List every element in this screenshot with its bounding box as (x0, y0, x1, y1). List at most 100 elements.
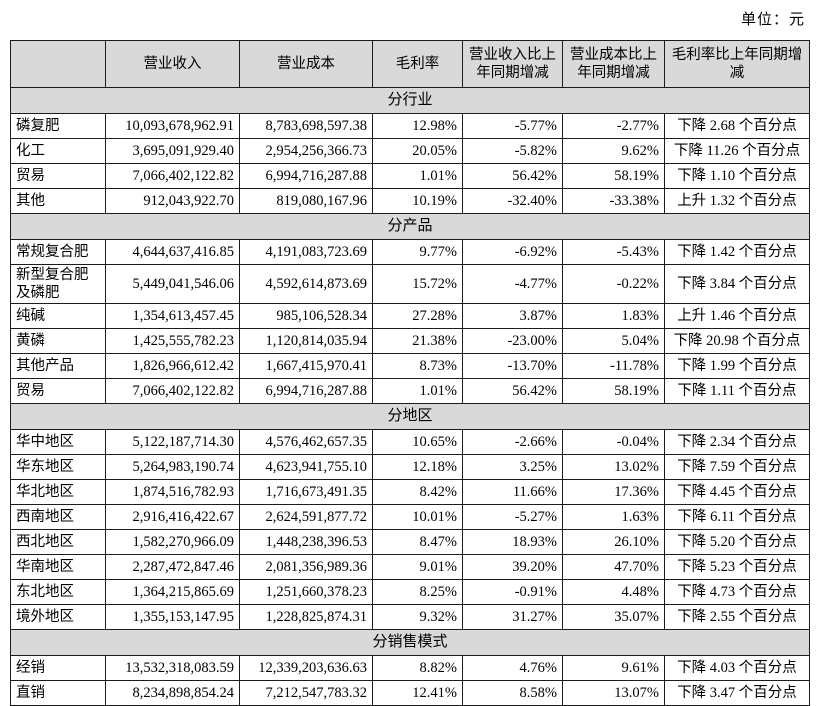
cell-revenue-yoy: 56.42% (462, 378, 563, 405)
cell-cost: 985,106,528.34 (239, 303, 373, 330)
cell-cost-yoy: -5.43% (562, 239, 665, 265)
cell-cost: 1,120,814,035.94 (239, 328, 373, 355)
cell-margin-yoy: 下降 3.47 个百分点 (664, 680, 810, 706)
cell-revenue: 1,425,555,782.23 (105, 328, 240, 355)
section-title: 分销售模式 (10, 629, 810, 657)
cell-cost: 12,339,203,636.63 (239, 655, 373, 682)
cell-cost-yoy: 13.07% (562, 680, 665, 706)
cell-cost-yoy: 5.04% (562, 328, 665, 355)
cell-margin-yoy: 下降 1.10 个百分点 (664, 163, 810, 189)
cell-cost-yoy: -33.38% (562, 188, 665, 214)
table-row: 其他 912,043,922.70 819,080,167.96 10.19% … (10, 188, 810, 214)
cell-cost: 1,448,238,396.53 (239, 529, 373, 556)
table-row: 华南地区 2,287,472,847.46 2,081,356,989.36 9… (10, 554, 810, 581)
column-header-margin: 毛利率 (372, 40, 463, 88)
cell-cost-yoy: 17.36% (562, 479, 665, 506)
cell-cost: 2,081,356,989.36 (239, 554, 373, 581)
cell-margin: 12.41% (372, 680, 463, 706)
table-row: 华北地区 1,874,516,782.93 1,716,673,491.35 8… (10, 479, 810, 506)
cell-label: 西北地区 (10, 529, 106, 556)
cell-margin: 8.82% (372, 655, 463, 682)
unit-label: 单位：元 (740, 12, 805, 28)
cell-cost: 4,623,941,755.10 (239, 454, 373, 481)
cell-cost-yoy: 58.19% (562, 378, 665, 405)
section-row-region: 分地区 (10, 403, 810, 431)
cell-revenue-yoy: 39.20% (462, 554, 563, 581)
cell-cost-yoy: 58.19% (562, 163, 665, 189)
cell-margin-yoy: 下降 5.20 个百分点 (664, 529, 810, 556)
cell-cost: 4,592,614,873.69 (239, 263, 373, 305)
cell-revenue: 5,449,041,546.06 (105, 263, 240, 305)
cell-cost-yoy: 13.02% (562, 454, 665, 481)
cell-margin: 8.42% (372, 479, 463, 506)
cell-margin: 1.01% (372, 378, 463, 405)
table-row: 华东地区 5,264,983,190.74 4,623,941,755.10 1… (10, 454, 810, 481)
table-row: 西南地区 2,916,416,422.67 2,624,591,877.72 1… (10, 504, 810, 531)
cell-margin-yoy: 下降 1.99 个百分点 (664, 353, 810, 380)
cell-cost-yoy: 47.70% (562, 554, 665, 581)
cell-revenue: 5,264,983,190.74 (105, 454, 240, 481)
cell-margin: 8.73% (372, 353, 463, 380)
cell-cost: 4,191,083,723.69 (239, 239, 373, 265)
table-row: 纯碱 1,354,613,457.45 985,106,528.34 27.28… (10, 303, 810, 330)
table-row: 直销 8,234,898,854.24 7,212,547,783.32 12.… (10, 680, 810, 706)
table-row: 新型复合肥及磷肥 5,449,041,546.06 4,592,614,873.… (10, 263, 810, 305)
cell-revenue: 1,355,153,147.95 (105, 604, 240, 631)
column-header-blank (10, 40, 106, 88)
cell-revenue-yoy: -32.40% (462, 188, 563, 214)
cell-cost: 1,228,825,874.31 (239, 604, 373, 631)
cell-revenue: 1,874,516,782.93 (105, 479, 240, 506)
cell-margin: 10.65% (372, 429, 463, 456)
cell-cost: 1,667,415,970.41 (239, 353, 373, 380)
cell-cost: 2,954,256,366.73 (239, 138, 373, 164)
cell-label: 华南地区 (10, 554, 106, 581)
column-header-revenue: 营业收入 (105, 40, 240, 88)
table-row: 境外地区 1,355,153,147.95 1,228,825,874.31 9… (10, 604, 810, 631)
cell-margin-yoy: 下降 6.11 个百分点 (664, 504, 810, 531)
cell-margin-yoy: 下降 1.11 个百分点 (664, 378, 810, 405)
cell-cost-yoy: -0.04% (562, 429, 665, 456)
cell-revenue: 5,122,187,714.30 (105, 429, 240, 456)
cell-revenue-yoy: 56.42% (462, 163, 563, 189)
cell-revenue: 1,364,215,865.69 (105, 579, 240, 606)
cell-label: 黄磷 (10, 328, 106, 355)
cell-label: 华东地区 (10, 454, 106, 481)
cell-revenue: 1,826,966,612.42 (105, 353, 240, 380)
cell-revenue: 7,066,402,122.82 (105, 378, 240, 405)
column-header-revenue-yoy: 营业收入比上年同期增减 (462, 40, 563, 88)
cell-revenue-yoy: 31.27% (462, 604, 563, 631)
financial-breakdown-table: 营业收入 营业成本 毛利率 营业收入比上年同期增减 营业成本比上年同期增减 毛利… (10, 40, 810, 706)
cell-revenue-yoy: 3.25% (462, 454, 563, 481)
table-row: 华中地区 5,122,187,714.30 4,576,462,657.35 1… (10, 429, 810, 456)
cell-label: 贸易 (10, 163, 106, 189)
cell-margin-yoy: 下降 11.26 个百分点 (664, 138, 810, 164)
table-row: 化工 3,695,091,929.40 2,954,256,366.73 20.… (10, 138, 810, 164)
cell-label: 直销 (10, 680, 106, 706)
cell-margin: 9.32% (372, 604, 463, 631)
cell-cost-yoy: 26.10% (562, 529, 665, 556)
cell-label: 其他 (10, 188, 106, 214)
cell-cost-yoy: 9.62% (562, 138, 665, 164)
cell-margin: 10.01% (372, 504, 463, 531)
cell-revenue-yoy: 3.87% (462, 303, 563, 330)
cell-margin: 27.28% (372, 303, 463, 330)
cell-cost-yoy: -0.22% (562, 263, 665, 305)
cell-revenue: 8,234,898,854.24 (105, 680, 240, 706)
cell-margin-yoy: 下降 4.03 个百分点 (664, 655, 810, 682)
cell-revenue-yoy: -6.92% (462, 239, 563, 265)
cell-margin-yoy: 上升 1.46 个百分点 (664, 303, 810, 330)
cell-revenue: 7,066,402,122.82 (105, 163, 240, 189)
cell-label: 西南地区 (10, 504, 106, 531)
cell-margin: 10.19% (372, 188, 463, 214)
cell-revenue-yoy: 11.66% (462, 479, 563, 506)
cell-margin-yoy: 下降 4.45 个百分点 (664, 479, 810, 506)
cell-margin: 12.98% (372, 113, 463, 139)
cell-revenue: 13,532,318,083.59 (105, 655, 240, 682)
cell-margin-yoy: 下降 1.42 个百分点 (664, 239, 810, 265)
cell-margin-yoy: 下降 5.23 个百分点 (664, 554, 810, 581)
table-header-row: 营业收入 营业成本 毛利率 营业收入比上年同期增减 营业成本比上年同期增减 毛利… (10, 40, 810, 88)
cell-label: 其他产品 (10, 353, 106, 380)
table-row: 经销 13,532,318,083.59 12,339,203,636.63 8… (10, 655, 810, 682)
section-row-product: 分产品 (10, 213, 810, 240)
cell-label: 化工 (10, 138, 106, 164)
